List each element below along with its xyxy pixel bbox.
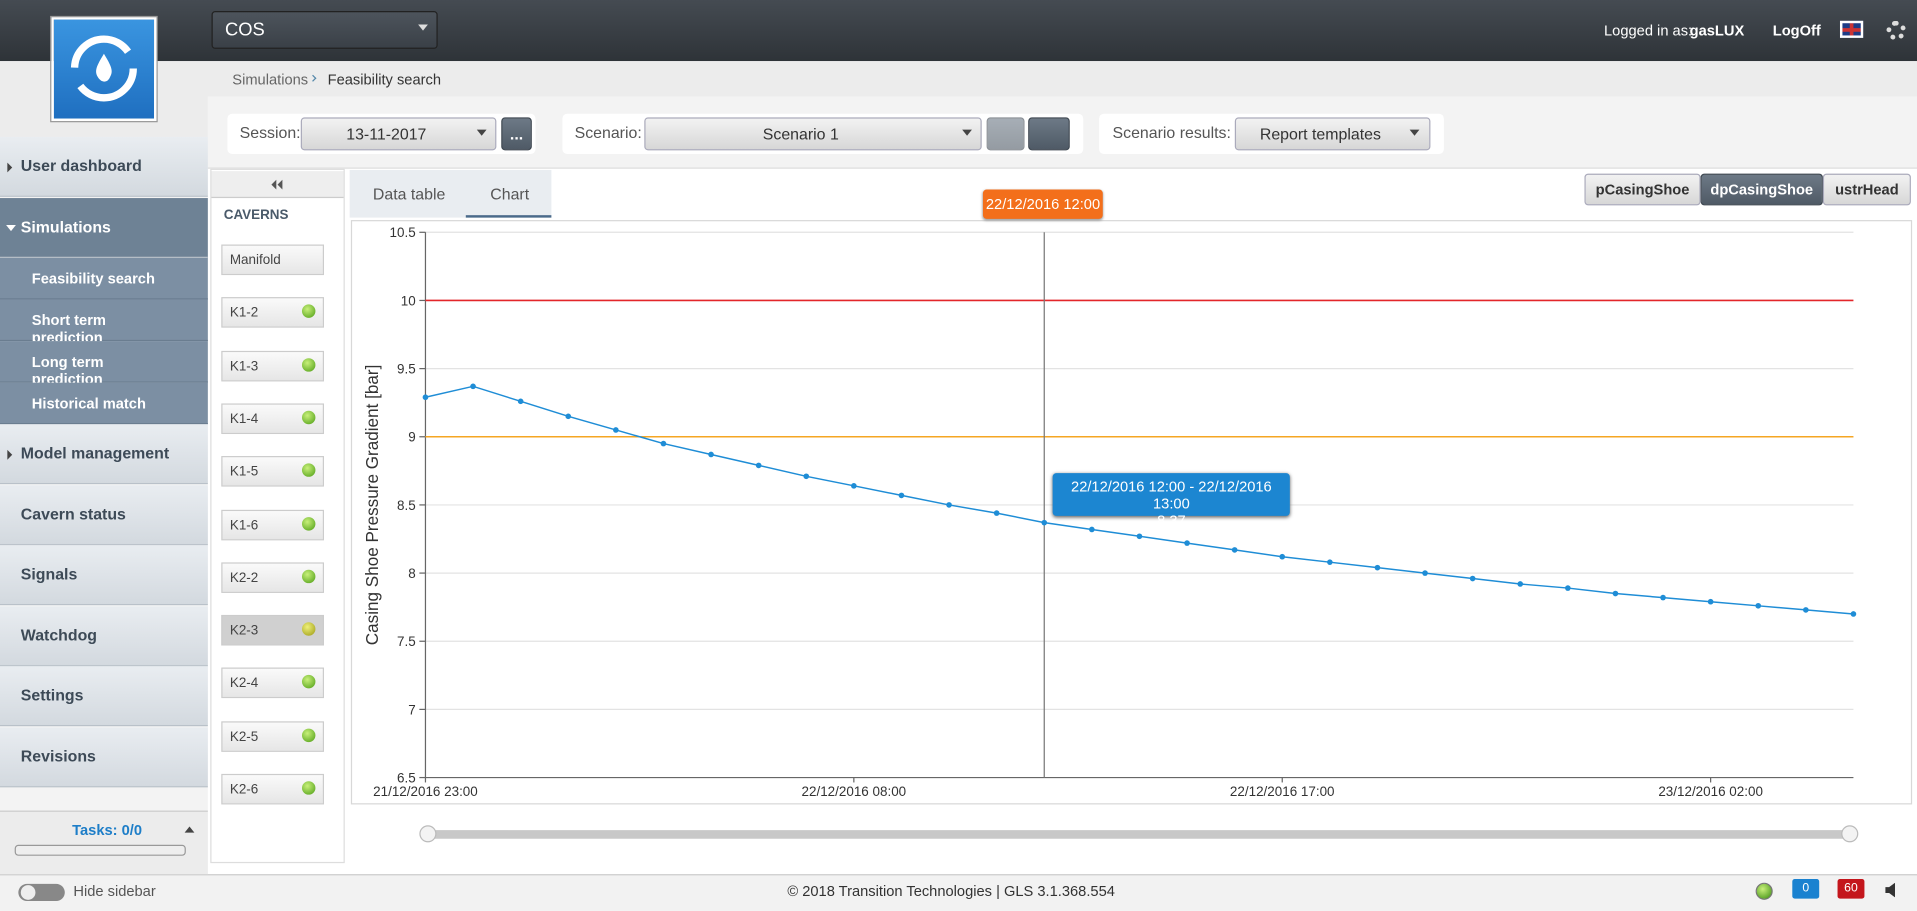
sound-icon[interactable] (1885, 882, 1895, 898)
signal-button[interactable]: ustrHead (1822, 173, 1911, 206)
add-button[interactable] (986, 117, 1025, 151)
menu-item[interactable]: Simulations (0, 197, 208, 258)
more-button[interactable]: ... (501, 117, 532, 151)
caverns-title: CAVERNS (223, 207, 289, 223)
status-dot (301, 463, 316, 478)
app-select[interactable]: COS (211, 11, 438, 49)
label: Session: (239, 123, 301, 142)
toggle-label: Hide sidebar (73, 882, 156, 900)
user-name: gasLUX (1689, 22, 1745, 40)
cavern-item[interactable]: K2-4 (221, 668, 324, 699)
caret (418, 24, 428, 31)
status-dot (301, 304, 316, 319)
caret (6, 224, 16, 231)
settings-icon[interactable] (1886, 20, 1907, 41)
status-dot (301, 357, 316, 372)
cavern-item[interactable]: Manifold (221, 244, 324, 276)
label: Scenario results: (1112, 123, 1231, 142)
signal-button[interactable]: dpCasingShoe (1700, 173, 1823, 206)
logo-icon (70, 35, 137, 102)
logoff[interactable]: LogOff (1772, 22, 1821, 40)
slider-handle[interactable] (1841, 825, 1859, 843)
menu-item[interactable]: User dashboard (0, 136, 208, 197)
slider-handle[interactable] (419, 825, 437, 843)
cavern-item[interactable]: K1-6 (221, 509, 324, 540)
caret (962, 129, 972, 136)
caret (1409, 129, 1420, 136)
status-dot (301, 728, 316, 742)
caret (184, 826, 195, 833)
session-select[interactable]: 13-11-2017 (300, 117, 497, 151)
signal-button[interactable]: pCasingShoe (1584, 173, 1701, 206)
tooltip: 22/12/2016 12:00 - 22/12/2016 13:00 8.37 (1052, 473, 1290, 530)
menu-item[interactable]: Watchdog (0, 605, 208, 666)
submenu-item[interactable]: Historical match (0, 382, 208, 425)
breadcrumb[interactable]: Simulations (232, 70, 309, 89)
label: Scenario: (574, 123, 642, 142)
tab-bar (349, 169, 552, 218)
alerts[interactable]: 60 (1837, 879, 1865, 899)
menu-item[interactable]: Cavern status (0, 484, 208, 545)
results-select[interactable]: Report templates (1234, 117, 1431, 151)
caret (271, 179, 277, 190)
chart-frame (350, 220, 1913, 805)
status-indicator (1755, 882, 1773, 900)
export-button[interactable] (1028, 117, 1070, 151)
status-dot (301, 675, 316, 689)
tab[interactable]: Data table (372, 184, 446, 203)
status-dot (301, 622, 316, 636)
slider-track (427, 830, 1850, 839)
menu-item[interactable]: Model management (0, 424, 208, 485)
crosshair-label: 22/12/2016 12:00 (983, 189, 1103, 219)
messages[interactable]: 0 (1792, 879, 1820, 899)
submenu-item[interactable]: Short term prediction (0, 299, 208, 346)
caret (7, 162, 13, 173)
menu-item[interactable]: Settings (0, 666, 208, 727)
caret (277, 179, 283, 190)
submenu-item[interactable]: Feasibility search (0, 257, 208, 300)
submenu-item[interactable]: Long term prediction (0, 341, 208, 388)
tooltip-range: 22/12/2016 12:00 - 22/12/2016 13:00 (1071, 478, 1272, 513)
task-progress (14, 844, 186, 856)
menu-item[interactable]: Revisions (0, 726, 208, 787)
status-dot (301, 569, 316, 583)
tab[interactable]: Chart (490, 184, 530, 203)
scenario-select[interactable]: Scenario 1 (644, 117, 982, 151)
status-dot (301, 410, 316, 425)
status-dot (301, 781, 316, 795)
caret (7, 449, 13, 460)
tooltip-value: 8.37 (1157, 512, 1186, 530)
sidebar-bottom (0, 810, 208, 875)
flag[interactable] (1839, 20, 1864, 38)
logo (50, 15, 158, 123)
copyright: © 2018 Transition Technologies | GLS 3.1… (787, 882, 1115, 900)
tasks[interactable]: Tasks: 0/0 (72, 821, 143, 839)
footer (0, 874, 1917, 911)
toggle-knob (20, 885, 36, 900)
status-dot (301, 516, 316, 530)
breadcrumb: Feasibility search (327, 70, 441, 89)
login-label: Logged in as: (1604, 22, 1693, 40)
caret (476, 129, 487, 136)
breadcrumb-bar (207, 61, 1917, 97)
menu-item[interactable]: Signals (0, 545, 208, 606)
tab-underline (465, 215, 552, 218)
